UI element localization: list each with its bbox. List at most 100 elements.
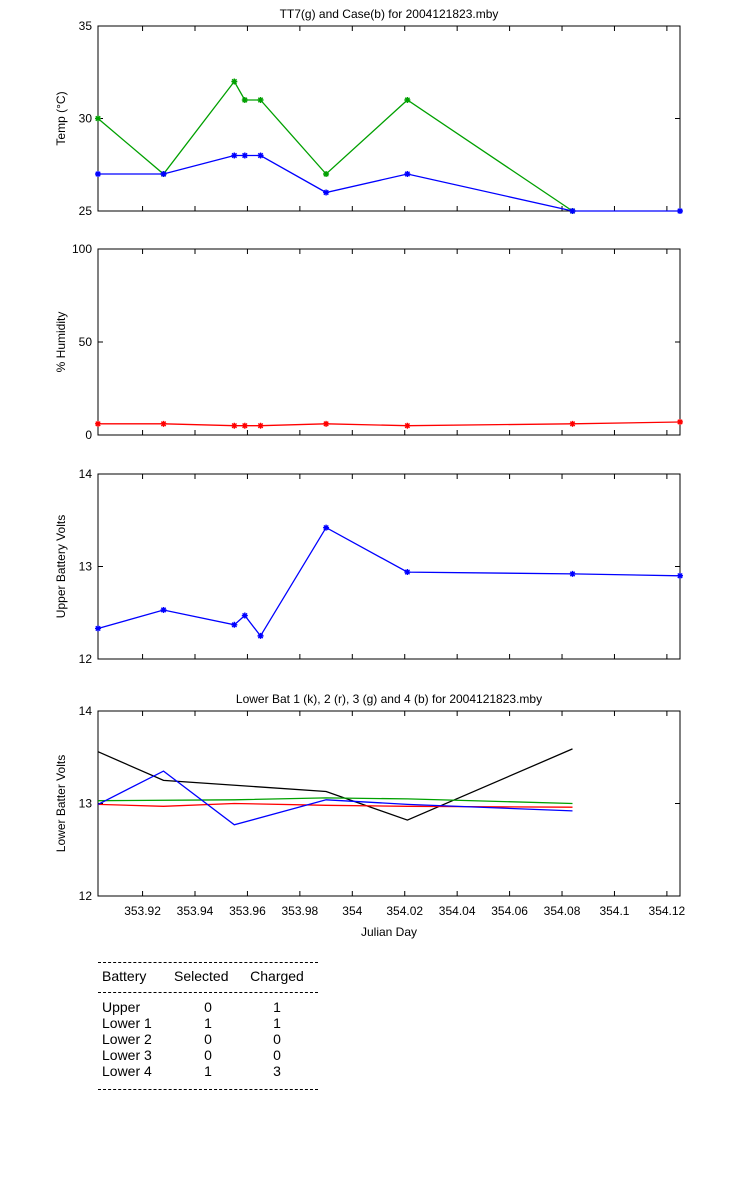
panel3-y-tick-label: 12 xyxy=(79,652,93,666)
panel3-series-1-point xyxy=(569,570,576,577)
panel1-plot-frame xyxy=(97,25,681,212)
panel4-series-2-line xyxy=(97,802,573,808)
panel1-y-axis-label: Temp (°C) xyxy=(54,91,68,145)
panel4-x-tick-label: 353.94 xyxy=(177,904,214,918)
table-row: Upper 0 1 xyxy=(102,999,318,1015)
panel3-series-1-point xyxy=(404,569,411,576)
table-header-row: Battery Selected Charged xyxy=(98,963,318,992)
panel4-x-tick-label: 354 xyxy=(342,904,362,918)
panel4-y-tick-label: 13 xyxy=(79,797,93,811)
panel1-series-1-point xyxy=(257,97,264,103)
panel1-y-tick-label: 25 xyxy=(79,204,93,218)
header-battery: Battery xyxy=(102,968,147,984)
panel4-y-tick-label: 12 xyxy=(79,889,93,903)
panel1-series-2-point xyxy=(404,171,411,177)
table-row: Lower 1 1 1 xyxy=(102,1015,318,1031)
panel3-plot-frame xyxy=(97,473,681,660)
table-divider-middle xyxy=(98,992,318,993)
panel1-series-1-point xyxy=(241,97,248,103)
panel4-x-axis-label: Julian Day xyxy=(361,925,417,939)
cell-selected: 0 xyxy=(204,1031,212,1047)
cell-selected: 0 xyxy=(204,999,212,1015)
panel2-y-axis-label: % Humidity xyxy=(54,312,68,373)
cell-charged: 0 xyxy=(273,1031,281,1047)
panel3-y-tick-label: 13 xyxy=(79,560,93,574)
panel1-series-1-line xyxy=(97,80,573,212)
table-divider-top xyxy=(98,962,318,963)
table-body: Upper 0 1 Lower 1 1 1 Lower 2 0 0 Lower … xyxy=(98,993,318,1089)
panel1-series-2-point xyxy=(231,152,238,159)
cell-battery: Lower 1 xyxy=(102,1015,152,1031)
panel3-series-1-point xyxy=(323,524,330,531)
panel4-x-tick-label: 353.98 xyxy=(282,904,319,918)
panel4-x-tick-label: 354.04 xyxy=(439,904,476,918)
panel4-x-tick-label: 353.96 xyxy=(229,904,266,918)
chart-figure: 25 30 35 TT7(g) and Case(b) for 2004121823.… xyxy=(54,7,686,939)
panel2-y-tick-label: 50 xyxy=(79,335,93,349)
panel2-series-1-point xyxy=(231,422,238,429)
panel2-series-1-point xyxy=(257,422,264,429)
panel1-series-2-point xyxy=(257,152,264,159)
panel1-y-tick-label: 35 xyxy=(79,19,93,33)
panel2-series-1-line xyxy=(98,421,681,427)
panel3-series-1-point xyxy=(95,625,101,632)
panel4-x-tick-label: 354.08 xyxy=(544,904,581,918)
table-divider-bottom xyxy=(98,1089,318,1090)
panel1-title: TT7(g) and Case(b) for 2004121823.mby xyxy=(280,7,499,21)
cell-charged: 1 xyxy=(273,999,281,1015)
cell-battery: Lower 4 xyxy=(102,1063,152,1079)
cell-charged: 3 xyxy=(273,1063,281,1079)
table-row: Lower 2 0 0 xyxy=(102,1031,318,1047)
panel3-series-1-line xyxy=(97,526,681,638)
panel2-series-1-point xyxy=(95,420,101,427)
header-selected: Selected xyxy=(174,968,229,984)
cell-battery: Lower 2 xyxy=(102,1031,152,1047)
panel4-x-tick-label: 354.06 xyxy=(491,904,528,918)
cell-battery: Lower 3 xyxy=(102,1047,152,1063)
panel3-series-1-point xyxy=(677,572,683,579)
panel3-y-axis-label: Upper Battery Volts xyxy=(54,515,68,618)
panel1-series-2-point xyxy=(323,189,330,196)
panel2-series-1-point xyxy=(323,420,330,427)
panel1-series-2-point xyxy=(241,152,248,159)
panel1-y-tick-label: 30 xyxy=(79,112,93,126)
table-row: Lower 4 1 3 xyxy=(102,1063,318,1079)
panel1-series-1-point xyxy=(95,115,101,122)
panel3-series-1-point xyxy=(241,612,248,619)
battery-status-table: Battery Selected Charged Upper 0 1 Lower… xyxy=(98,962,318,1090)
panel2-series-1-point xyxy=(404,422,411,429)
panel4-series-4-line xyxy=(97,770,573,826)
panel1-series-2-point xyxy=(160,171,167,177)
panel2-y-tick-label: 0 xyxy=(85,428,92,442)
panel3-series-1-point xyxy=(160,606,167,613)
panel3-y-tick-label: 14 xyxy=(79,467,93,481)
panel4-x-tick-label: 354.12 xyxy=(649,904,686,918)
panel4-x-tick-label: 354.1 xyxy=(599,904,629,918)
panel1-series-2-point xyxy=(677,208,683,214)
panel2-series-1-point xyxy=(677,418,683,425)
panel2-series-1-point xyxy=(160,420,167,427)
panel4-y-tick-label: 14 xyxy=(79,704,93,718)
panel3-series-1-point xyxy=(231,621,238,628)
table-row: Lower 3 0 0 xyxy=(102,1047,318,1063)
panel1-series-2-point xyxy=(95,171,101,177)
panel4-x-tick-label: 354.02 xyxy=(386,904,423,918)
panel3-series-1-point xyxy=(257,632,264,639)
panel4-y-axis-label: Lower Batter Volts xyxy=(54,755,68,852)
panel2-plot-frame xyxy=(97,248,681,436)
panel1-series-2-line xyxy=(98,154,680,212)
panel1-series-2-point xyxy=(569,208,576,214)
cell-battery: Upper xyxy=(102,999,141,1015)
cell-charged: 1 xyxy=(273,1015,281,1031)
panel4-x-tick-label: 353.92 xyxy=(124,904,161,918)
cell-selected: 1 xyxy=(204,1015,212,1031)
panel1-series-1-point xyxy=(231,78,238,85)
header-charged: Charged xyxy=(250,968,304,984)
panel1-series-1-point xyxy=(404,97,411,103)
cell-selected: 1 xyxy=(204,1063,212,1079)
panel4-series-1-line xyxy=(97,748,573,821)
panel2-series-1-point xyxy=(241,422,248,429)
panel1-series-1-point xyxy=(323,171,330,177)
panel2-series-1-point xyxy=(569,420,576,427)
panel4-title: Lower Bat 1 (k), 2 (r), 3 (g) and 4 (b) … xyxy=(236,692,542,706)
